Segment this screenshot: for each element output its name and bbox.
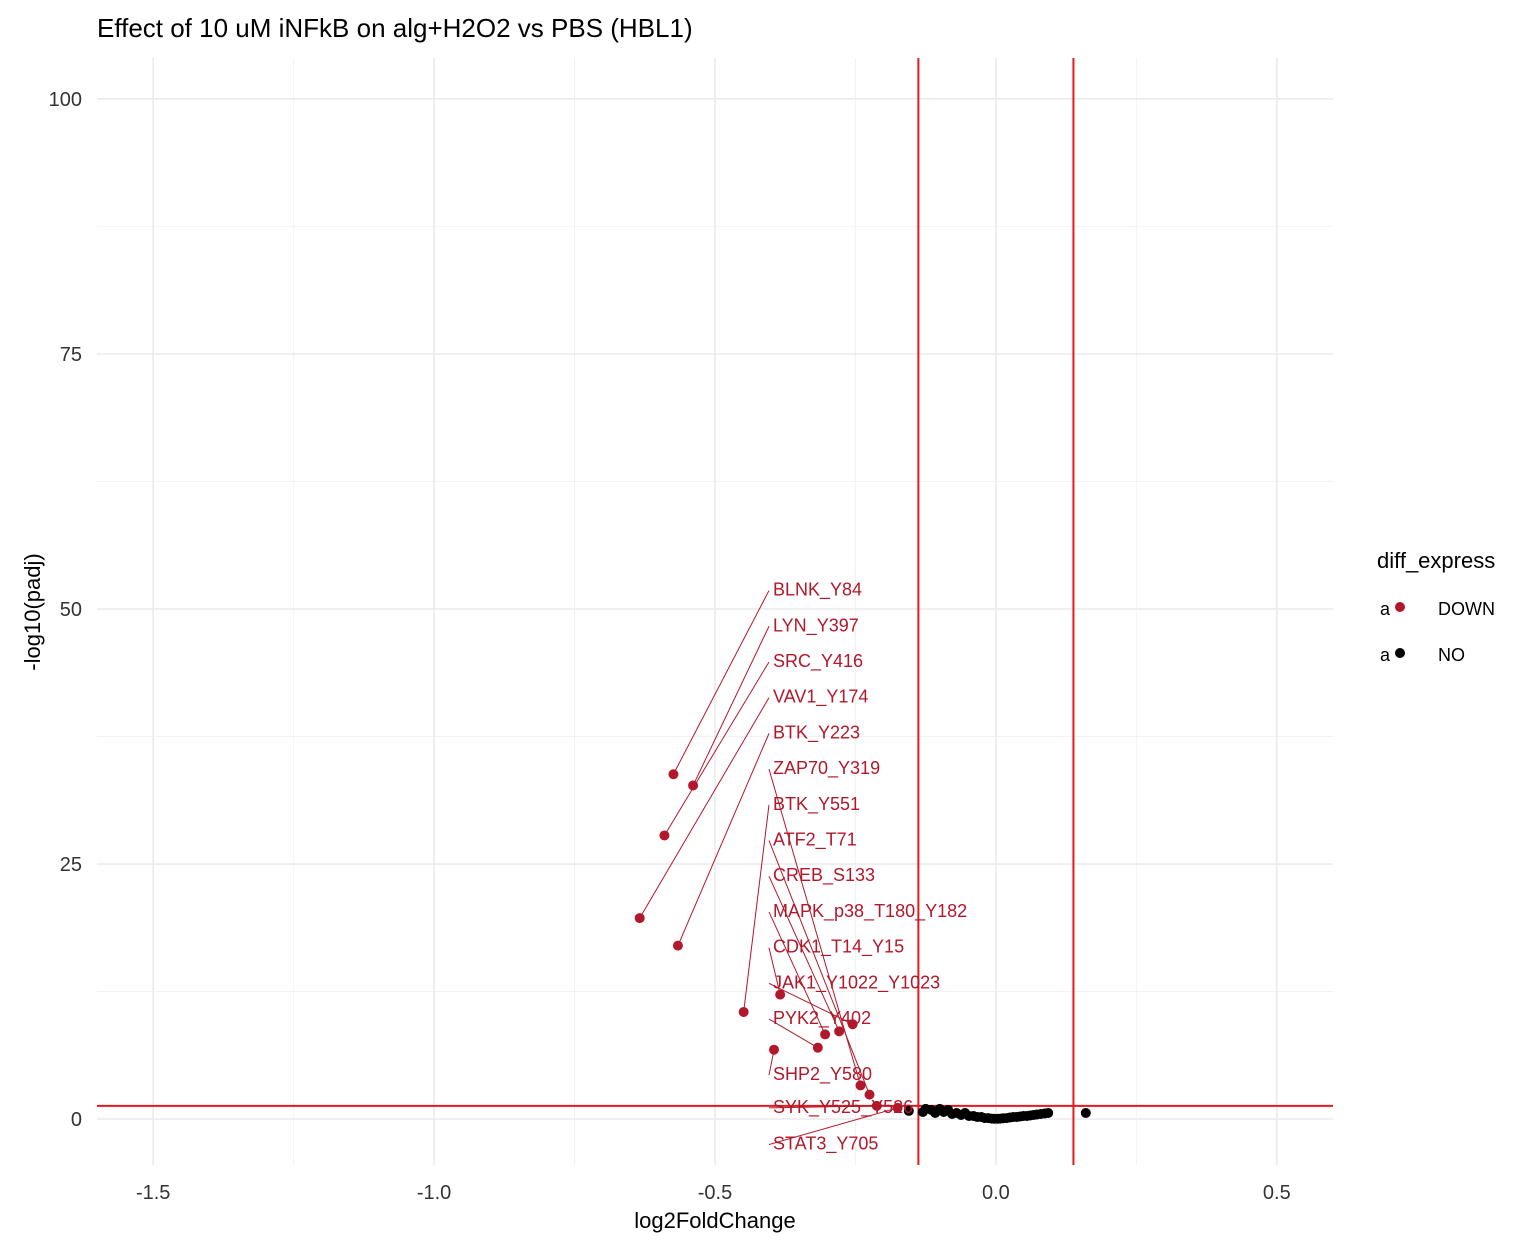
down-point [864, 1089, 875, 1100]
down-point [688, 780, 699, 791]
point-label: LYN_Y397 [773, 615, 859, 636]
legend-key-point [1395, 648, 1405, 658]
no-point [903, 1105, 914, 1116]
down-point [768, 1044, 779, 1055]
point-label: BLNK_Y84 [773, 580, 862, 601]
data-points [634, 769, 1091, 1124]
y-tick-label: 50 [60, 599, 82, 621]
x-tick-label: -1.0 [417, 1182, 451, 1204]
down-point [847, 1019, 858, 1030]
down-point [738, 1006, 749, 1017]
x-tick-label: 0.5 [1263, 1182, 1291, 1204]
legend-key-glyph: a [1380, 599, 1391, 619]
label-leader-line [768, 982, 853, 1025]
point-label: SHP2_Y580 [773, 1064, 872, 1085]
point-label: SRC_Y416 [773, 651, 863, 672]
point-label: CREB_S133 [773, 865, 875, 886]
label-leader-line [743, 804, 770, 1013]
legend-title: diff_express [1377, 548, 1495, 573]
point-label: ZAP70_Y319 [773, 758, 880, 779]
no-point [1080, 1107, 1091, 1118]
point-label: VAV1_Y174 [773, 687, 868, 708]
point-label: ATF2_T71 [773, 830, 857, 851]
x-tick-label: 0.0 [982, 1182, 1010, 1204]
down-point [855, 1080, 866, 1091]
label-leader-line [672, 590, 770, 775]
label-leader-line [768, 947, 781, 995]
label-leader-line [768, 1105, 877, 1109]
y-tick-labels: 0 25 50 75 100 [49, 89, 82, 1131]
label-leader-line [768, 911, 826, 1035]
down-point [659, 830, 670, 841]
point-label: MAPK_p38_T180_Y182 [773, 901, 967, 922]
down-point [668, 769, 679, 780]
y-tick-label: 0 [71, 1109, 82, 1131]
legend-key-glyph: a [1380, 645, 1391, 665]
y-tick-label: 75 [60, 344, 82, 366]
down-point [892, 1102, 903, 1113]
down-point [672, 940, 683, 951]
down-point [834, 1026, 845, 1037]
down-point [634, 913, 645, 924]
point-label: STAT3_Y705 [773, 1134, 878, 1155]
point-label: BTK_Y223 [773, 722, 860, 743]
x-tick-label: -1.5 [136, 1182, 170, 1204]
legend-label: DOWN [1438, 599, 1495, 619]
label-leader-line [768, 840, 870, 1095]
x-tick-label: -0.5 [698, 1182, 732, 1204]
x-tick-labels: -1.5 -1.0 -0.5 0.0 0.5 [136, 1182, 1291, 1204]
down-point [775, 989, 786, 1000]
grid [97, 58, 1333, 1165]
label-leader-line [692, 626, 770, 786]
label-leader-line [768, 1018, 819, 1049]
x-axis-title: log2FoldChange [634, 1208, 795, 1233]
point-label: JAK1_Y1022_Y1023 [773, 972, 940, 993]
point-label: SYK_Y525_Y526 [773, 1097, 913, 1118]
label-leader-line [639, 697, 770, 919]
no-point [1043, 1107, 1054, 1118]
legend-key-point [1395, 602, 1405, 612]
y-tick-label: 25 [60, 854, 82, 876]
down-point [871, 1100, 882, 1111]
threshold-lines [97, 58, 1333, 1165]
label-leader-line [768, 876, 840, 1032]
legend-label: NO [1438, 645, 1465, 665]
label-leader-line [677, 733, 770, 946]
label-leader-line [768, 1107, 898, 1146]
point-label: BTK_Y551 [773, 794, 860, 815]
label-leader-lines [639, 590, 898, 1146]
point-labels: BLNK_Y84 LYN_Y397 SRC_Y416 VAV1_Y174 BTK_Y22… [773, 580, 967, 1155]
point-label: CDK1_T14_Y15 [773, 937, 904, 958]
y-axis-title: -log10(padj) [20, 553, 45, 670]
y-tick-label: 100 [49, 89, 82, 111]
down-point [812, 1042, 823, 1053]
down-point [820, 1029, 831, 1040]
chart-title: Effect of 10 uM iNFkB on alg+H2O2 vs PBS… [97, 13, 693, 43]
point-label: PYK2_Y402 [773, 1008, 871, 1029]
legend: diff_express a DOWN a NO [1377, 548, 1495, 665]
label-leader-line [664, 661, 770, 836]
